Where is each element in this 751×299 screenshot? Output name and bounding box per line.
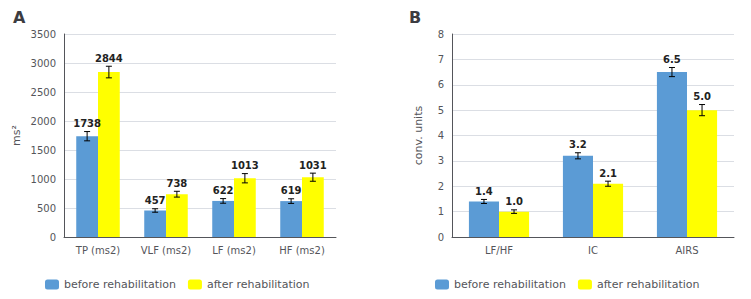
svg-text:1000: 1000 [31,174,56,185]
svg-text:619: 619 [281,185,302,196]
svg-text:1.4: 1.4 [475,186,493,197]
svg-text:ms²: ms² [10,125,23,146]
svg-text:457: 457 [145,195,166,206]
svg-text:1013: 1013 [231,160,259,171]
svg-text:3500: 3500 [31,29,56,40]
svg-text:0: 0 [438,232,444,243]
svg-text:1: 1 [438,206,444,217]
svg-text:3000: 3000 [31,58,56,69]
svg-text:3: 3 [438,155,444,166]
svg-text:6: 6 [438,79,444,90]
svg-text:LF (ms2): LF (ms2) [212,245,256,256]
svg-text:2: 2 [438,181,444,192]
svg-text:after rehabilitation: after rehabilitation [597,278,700,291]
svg-text:622: 622 [213,185,234,196]
svg-text:1500: 1500 [31,145,56,156]
svg-text:0: 0 [50,232,56,243]
svg-text:5: 5 [438,105,444,116]
svg-text:LF/HF: LF/HF [485,245,513,256]
svg-text:1738: 1738 [73,118,101,129]
svg-text:VLF (ms2): VLF (ms2) [141,245,192,256]
svg-text:2500: 2500 [31,87,56,98]
svg-text:A: A [13,8,26,27]
svg-text:after rehabilitation: after rehabilitation [207,278,310,291]
svg-text:2844: 2844 [95,53,123,64]
svg-text:3.2: 3.2 [569,139,587,150]
svg-text:2.1: 2.1 [599,168,617,179]
svg-text:B: B [409,8,421,27]
svg-text:before rehabilitation: before rehabilitation [64,278,176,291]
svg-text:before rehabilitation: before rehabilitation [454,278,566,291]
svg-text:1.0: 1.0 [505,196,523,207]
svg-text:8: 8 [438,29,444,40]
svg-text:HF (ms2): HF (ms2) [279,245,325,256]
svg-text:4: 4 [438,130,444,141]
svg-text:TP (ms2): TP (ms2) [75,245,121,256]
svg-text:6.5: 6.5 [663,54,681,65]
svg-text:738: 738 [166,178,187,189]
svg-text:5.0: 5.0 [693,91,711,102]
svg-text:7: 7 [438,54,444,65]
svg-text:2000: 2000 [31,116,56,127]
svg-text:conv. units: conv. units [412,106,425,166]
svg-text:1031: 1031 [299,160,327,171]
svg-text:AIRS: AIRS [675,245,698,256]
svg-text:IC: IC [588,245,598,256]
svg-text:500: 500 [37,203,56,214]
